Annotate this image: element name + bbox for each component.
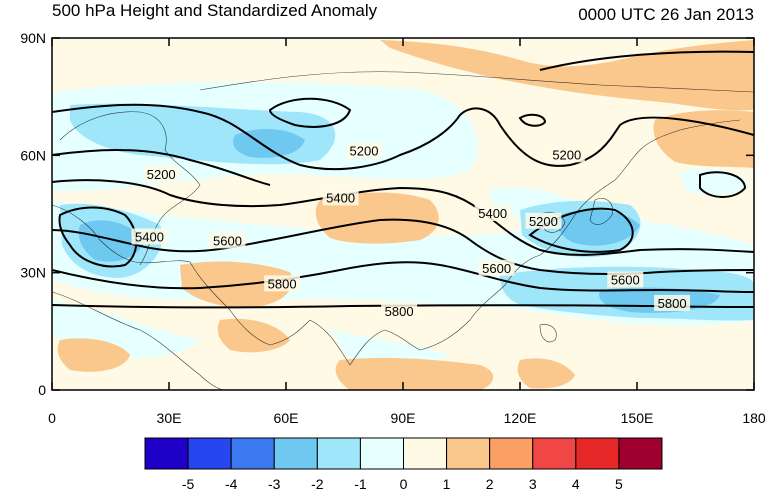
contour-label: 5400: [478, 206, 507, 221]
contour-label-bg: [548, 146, 585, 163]
colorbar-label: 5: [615, 476, 623, 491]
contour-5200-east-loop: [699, 171, 747, 198]
x-tick-label: 30E: [157, 410, 182, 426]
contour-label-bg: [381, 302, 418, 319]
contour-label: 5200: [147, 167, 176, 182]
colorbar-swatch: [316, 437, 361, 470]
colorbar-label: -4: [225, 476, 238, 491]
contour-5000-east: [539, 50, 754, 71]
colorbar-label: 1: [443, 476, 451, 491]
contour-label: 5400: [326, 190, 355, 205]
colorbar-label: 3: [529, 476, 537, 491]
contour-label: 5800: [658, 296, 687, 311]
colorbar-swatch: [187, 437, 232, 470]
x-tick-label: 150E: [621, 410, 654, 426]
colorbar-label: -3: [268, 476, 281, 491]
contour-north-loop: [268, 97, 352, 128]
x-tick-label: 60E: [274, 410, 299, 426]
contour-5200-low: [528, 207, 634, 253]
colorbar-swatch: [575, 437, 620, 470]
contour-labels: 5200 5200 5200 5200 5400 5400 5400 5600 5600 5600…: [131, 142, 691, 319]
contour-label-bg: [525, 212, 562, 229]
colorbar-swatch: [359, 437, 404, 470]
map-datetime: 0000 UTC 26 Jan 2013: [578, 5, 754, 24]
contour-label: 5600: [611, 272, 640, 287]
contour-label-bg: [654, 294, 691, 311]
contour-label-bg: [346, 142, 382, 159]
contour-5200-west: [52, 149, 271, 186]
contour-label: 5200: [350, 143, 379, 158]
contour-label-bg: [143, 165, 180, 182]
colorbar-label: -2: [311, 476, 324, 491]
colorbar-swatch: [403, 437, 448, 470]
colorbar-label: 2: [486, 476, 494, 491]
latitude-axis: 90N 60N 30N 0: [20, 30, 754, 398]
colorbar-label: 0: [400, 476, 408, 491]
contour-label-bg: [322, 189, 359, 206]
colorbar-swatch: [532, 437, 577, 470]
contour-label: 5600: [213, 233, 242, 248]
contour-5200: [52, 103, 754, 171]
map-title: 500 hPa Height and Standardized Anomaly: [52, 1, 378, 20]
x-tick-label: 0: [48, 410, 56, 426]
contour-4800-small: [518, 113, 547, 127]
colorbar-swatch: [446, 437, 491, 470]
contour-label: 5200: [552, 147, 581, 162]
contour-label: 5200: [529, 214, 558, 229]
colorbar-swatch: [273, 437, 318, 470]
contour-label: 5600: [482, 261, 511, 276]
colorbar-swatch: [618, 437, 663, 470]
contour-label-bg: [209, 232, 246, 249]
colorbar-swatch: [230, 437, 275, 470]
colorbar-label: -5: [182, 476, 195, 491]
longitude-axis: 0 30E 60E 90E 120E 150E 180: [48, 38, 766, 426]
x-tick-label: 120E: [504, 410, 537, 426]
y-tick-label: 90N: [20, 30, 46, 46]
x-tick-label: 180: [742, 410, 766, 426]
contour-label: 5800: [268, 276, 297, 291]
contour-label-bg: [264, 275, 301, 292]
x-tick-label: 90E: [391, 410, 416, 426]
contour-label-bg: [474, 205, 511, 221]
colorbar-label: 4: [572, 476, 580, 491]
contour-5400: [52, 179, 754, 256]
y-tick-label: 0: [38, 382, 46, 398]
contour-5800: [52, 261, 754, 293]
y-tick-label: 30N: [20, 265, 46, 281]
contour-5400-loop: [58, 206, 138, 268]
contour-label-bg: [607, 271, 644, 288]
contour-label-bg: [478, 259, 515, 276]
colorbar-label: -1: [354, 476, 367, 491]
colorbar-swatch: [144, 437, 189, 470]
contour-label: 5400: [135, 229, 164, 244]
contour-label-bg: [131, 228, 168, 245]
contour-label: 5800: [385, 304, 414, 319]
y-tick-label: 60N: [20, 147, 46, 163]
colorbar: -5 -4 -3 -2 -1 0 1 2 3 4 5: [144, 437, 663, 491]
colorbar-swatch: [489, 437, 534, 470]
map-area: [52, 38, 754, 390]
